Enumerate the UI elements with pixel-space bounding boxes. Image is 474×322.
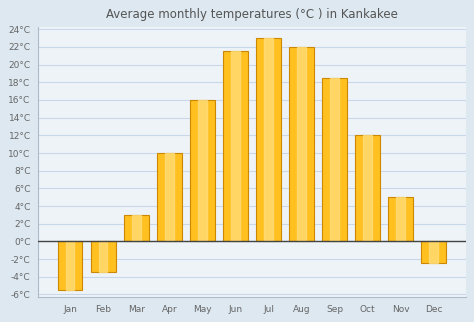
Bar xyxy=(364,135,372,242)
Bar xyxy=(289,47,314,242)
Bar xyxy=(264,38,273,242)
Bar xyxy=(58,242,82,290)
Bar xyxy=(132,215,140,242)
Bar xyxy=(198,100,207,242)
Bar xyxy=(157,153,182,242)
Title: Average monthly temperatures (°C ) in Kankakee: Average monthly temperatures (°C ) in Ka… xyxy=(106,8,398,21)
Bar xyxy=(223,52,248,242)
Bar xyxy=(421,242,446,263)
Bar xyxy=(190,100,215,242)
Bar xyxy=(256,38,281,242)
Bar xyxy=(91,242,116,272)
Bar xyxy=(231,52,240,242)
Bar xyxy=(297,47,306,242)
Bar xyxy=(165,153,173,242)
Bar xyxy=(66,242,74,290)
Bar xyxy=(330,78,339,242)
Bar xyxy=(322,78,347,242)
Bar xyxy=(99,242,108,272)
Bar xyxy=(388,197,413,242)
Bar xyxy=(396,197,405,242)
Bar xyxy=(429,242,438,263)
Bar xyxy=(124,215,148,242)
Bar xyxy=(356,135,380,242)
